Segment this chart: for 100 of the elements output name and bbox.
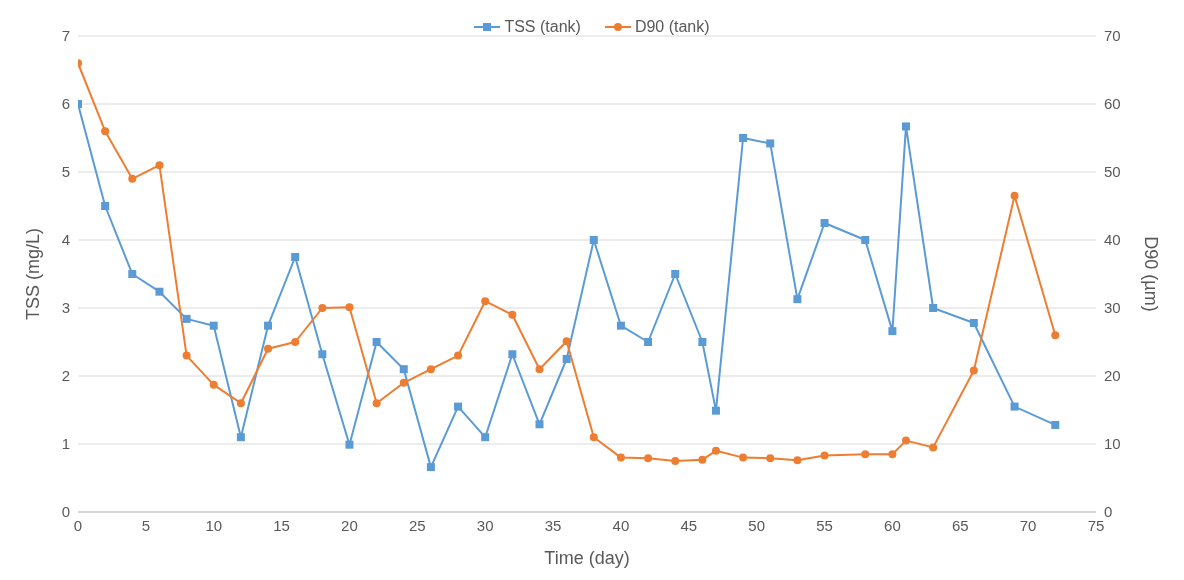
point: [454, 402, 463, 411]
point: [1051, 331, 1060, 340]
point: [318, 350, 327, 359]
point: [766, 139, 775, 148]
y-tick-label: 1: [61, 435, 70, 453]
y2-tick-label: 50: [1104, 163, 1121, 181]
point: [616, 321, 625, 330]
point: [182, 351, 191, 360]
x-tick-label: 0: [73, 516, 83, 534]
point: [969, 366, 978, 375]
point: [739, 453, 748, 462]
point: [155, 287, 164, 296]
y2-tick-label: 30: [1104, 299, 1121, 317]
point: [209, 321, 218, 330]
point: [236, 399, 245, 408]
point: [820, 451, 829, 460]
point: [888, 450, 897, 459]
point: [901, 122, 910, 131]
point: [209, 380, 218, 389]
point: [128, 270, 137, 278]
point: [644, 338, 653, 346]
legend-label: D90 (tank): [634, 18, 710, 36]
point: [616, 453, 625, 462]
point: [793, 456, 802, 465]
y-tick-label: 2: [61, 367, 70, 385]
x-tick-label: 60: [884, 516, 901, 534]
point: [589, 433, 598, 442]
point: [426, 463, 435, 472]
point: [264, 344, 273, 353]
x-tick-label: 70: [1019, 516, 1037, 534]
x-tick-label: 25: [408, 516, 426, 534]
point: [1051, 420, 1060, 429]
point: [766, 454, 775, 463]
point: [454, 351, 463, 360]
point: [698, 338, 707, 346]
point: [888, 327, 897, 336]
point: [264, 321, 273, 330]
point: [901, 436, 910, 445]
point: [739, 134, 748, 142]
point: [861, 236, 870, 244]
point: [345, 303, 354, 312]
point: [399, 378, 408, 387]
point: [182, 314, 191, 323]
x-tick-label: 65: [951, 516, 969, 534]
y2-tick-label: 70: [1104, 27, 1121, 45]
point: [291, 253, 300, 261]
y-tick-label: 7: [61, 27, 70, 45]
x-tick-label: 55: [816, 516, 833, 534]
point: [861, 450, 870, 459]
point: [1010, 402, 1019, 411]
point: [929, 443, 938, 452]
point: [589, 236, 598, 244]
point: [101, 127, 110, 136]
x-tick-label: 40: [612, 516, 630, 534]
point: [508, 310, 517, 319]
y2-axis-title: D90 (µm): [1140, 236, 1161, 312]
x-axis-title: Time (day): [544, 548, 630, 568]
point: [1010, 191, 1019, 200]
legend-label: TSS (tank): [504, 18, 581, 36]
point: [535, 420, 544, 429]
y-axis-title: TSS (mg/L): [23, 227, 44, 321]
point: [671, 457, 680, 465]
point: [711, 406, 720, 415]
point: [372, 399, 381, 408]
point: [562, 337, 571, 346]
x-tick-label: 50: [748, 516, 766, 534]
y2-tick-label: 0: [1104, 503, 1113, 521]
point: [644, 454, 653, 463]
point: [318, 304, 327, 312]
point: [820, 219, 829, 227]
point: [399, 365, 408, 374]
point: [101, 202, 110, 210]
point: [508, 350, 517, 359]
x-tick-label: 45: [680, 516, 698, 534]
x-tick-label: 15: [273, 516, 290, 534]
point: [535, 365, 544, 374]
point: [711, 446, 720, 455]
x-tick-label: 30: [476, 516, 494, 534]
point: [969, 318, 978, 327]
y2-tick-label: 20: [1104, 367, 1121, 385]
y-tick-label: 4: [61, 231, 70, 249]
point: [481, 433, 490, 442]
point: [671, 270, 680, 278]
point: [426, 365, 435, 374]
y-tick-label: 5: [61, 163, 70, 181]
point: [155, 161, 164, 170]
point: [793, 295, 802, 304]
y2-tick-label: 60: [1104, 95, 1121, 113]
point: [345, 440, 354, 449]
y2-tick-label: 10: [1104, 435, 1121, 453]
y-tick-label: 6: [61, 95, 70, 113]
point: [562, 355, 571, 363]
point: [698, 455, 707, 464]
point: [481, 297, 490, 306]
y-tick-label: 0: [61, 503, 70, 521]
x-tick-label: 10: [205, 516, 223, 534]
point: [929, 304, 938, 312]
point: [128, 174, 137, 183]
y-tick-label: 3: [61, 299, 70, 317]
y2-tick-label: 40: [1104, 231, 1121, 249]
